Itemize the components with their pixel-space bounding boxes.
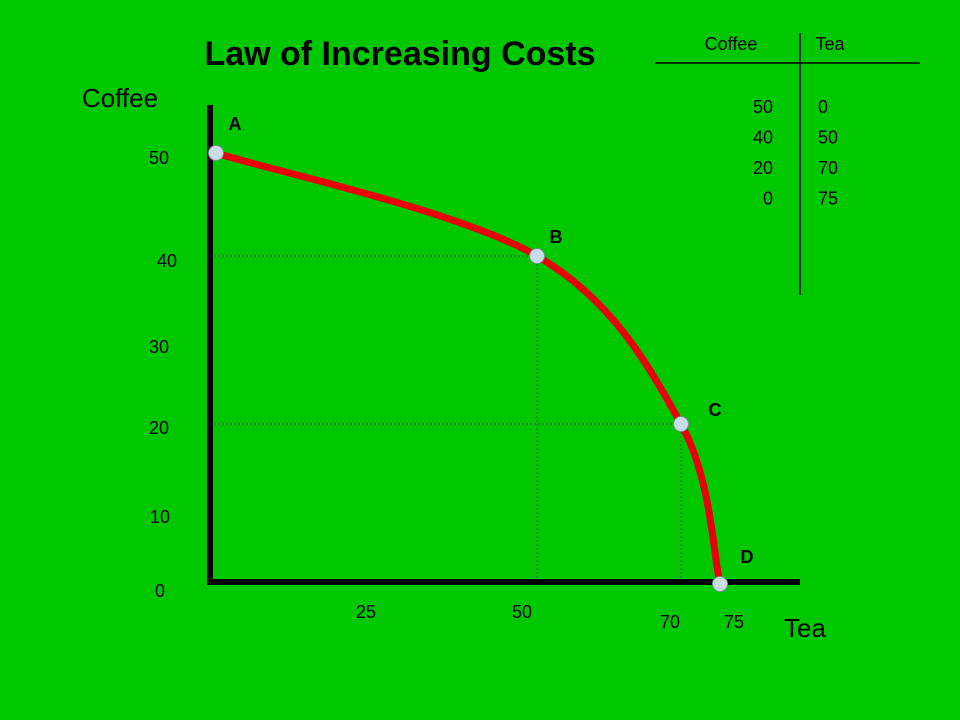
table-cell: 20 xyxy=(753,158,773,178)
y-axis-label: Coffee xyxy=(82,83,158,113)
point-labels: A B C D xyxy=(229,114,754,567)
y-tick-label: 20 xyxy=(149,418,169,438)
table-text: Coffee Tea 50 0 40 50 20 70 0 75 xyxy=(705,34,846,209)
x-axis-label: Tea xyxy=(784,613,826,643)
x-tick-label: 25 xyxy=(356,602,376,622)
table-header: Coffee xyxy=(705,34,758,54)
y-tick-label: 10 xyxy=(150,507,170,527)
table-cell: 40 xyxy=(753,128,773,148)
y-tick-labels: 0 10 20 30 40 50 xyxy=(149,148,177,601)
point-label-a: A xyxy=(229,114,242,134)
table-cell: 0 xyxy=(763,189,773,209)
table-cell: 70 xyxy=(818,158,838,178)
point-label-b: B xyxy=(550,227,563,247)
curve-points xyxy=(208,145,728,592)
data-table: Coffee Tea 50 0 40 50 20 70 0 75 xyxy=(655,33,920,295)
table-cell: 0 xyxy=(818,97,828,117)
x-tick-label: 75 xyxy=(724,612,744,632)
point-c xyxy=(673,416,689,432)
point-d xyxy=(712,576,728,592)
y-tick-label: 50 xyxy=(149,148,169,168)
point-label-d: D xyxy=(741,547,754,567)
y-tick-label: 40 xyxy=(157,251,177,271)
table-header: Tea xyxy=(815,34,845,54)
x-tick-label: 50 xyxy=(512,602,532,622)
table-cell: 75 xyxy=(818,189,838,209)
guide-lines xyxy=(210,255,682,582)
point-b xyxy=(529,248,545,264)
ppf-curve xyxy=(214,149,724,585)
table-cell: 50 xyxy=(753,97,773,117)
point-a xyxy=(208,145,224,161)
axes xyxy=(207,105,800,585)
chart-title: Law of Increasing Costs xyxy=(204,35,595,73)
y-tick-label: 30 xyxy=(149,337,169,357)
point-label-c: C xyxy=(709,400,722,420)
x-tick-labels: 25 50 70 75 xyxy=(356,602,744,632)
table-cell: 50 xyxy=(818,128,838,148)
x-tick-label: 70 xyxy=(660,612,680,632)
y-tick-label: 0 xyxy=(155,581,165,601)
